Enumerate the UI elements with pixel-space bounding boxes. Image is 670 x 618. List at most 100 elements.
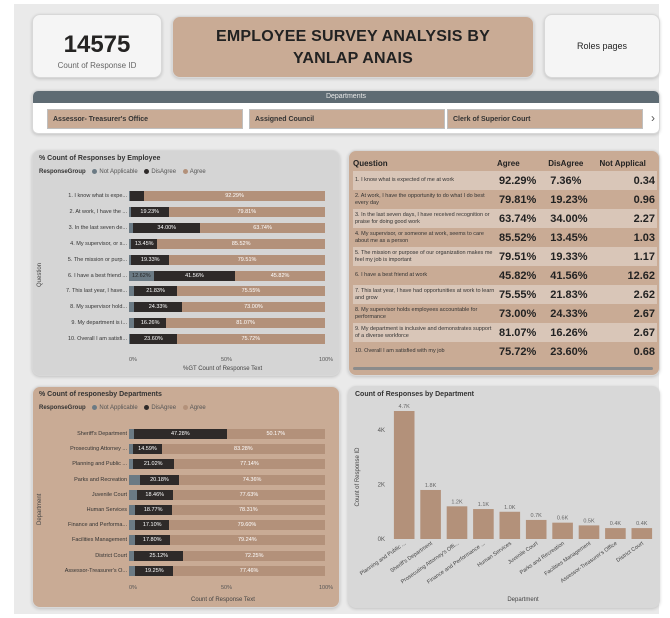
bar-segment-na[interactable] (129, 429, 134, 439)
bar-segment-dis[interactable]: 25.12% (134, 550, 184, 561)
bar-segment-na[interactable] (129, 535, 135, 546)
bar-segment-dis[interactable]: 19.25% (135, 565, 174, 576)
table-row[interactable]: 9. My department is inclusive and demons… (353, 323, 657, 342)
bar-segment-ag[interactable]: 72.25% (183, 550, 325, 561)
bar-segment-na[interactable] (129, 206, 131, 217)
bar-segment-ag[interactable]: 75.72% (176, 334, 325, 345)
bar-segment-ag[interactable]: 79.51% (169, 254, 325, 265)
legend-not-applicable[interactable]: Not Applicable (99, 169, 138, 176)
table-row[interactable]: 5. The mission or purpose of our organiz… (353, 247, 657, 266)
bar-segment-dis[interactable]: 17.80% (134, 535, 170, 546)
bar-segment-ag[interactable]: 77.46% (173, 565, 325, 576)
bar-segment-na[interactable] (129, 286, 135, 297)
horizontal-scrollbar[interactable] (353, 367, 653, 370)
table-row[interactable]: 2. At work, I have the opportunity to do… (353, 190, 657, 209)
bar-segment-dis[interactable]: 21.02% (132, 459, 174, 470)
roles-pages-button[interactable]: Roles pages (544, 14, 660, 78)
bar-segment-na[interactable] (129, 254, 132, 265)
bar-segment-ag[interactable]: 45.82% (235, 270, 325, 281)
bar-segment-dis[interactable]: 23.60% (130, 334, 177, 345)
table-row[interactable]: 1. I know what is expected of me at work… (353, 171, 657, 190)
column-bar[interactable] (605, 528, 626, 539)
column-bar[interactable] (525, 519, 547, 539)
bar-segment-na[interactable]: 12.62% (129, 270, 154, 281)
bar-segment-dis[interactable]: 18.46% (136, 489, 173, 500)
legend-agree[interactable]: Agree (189, 405, 206, 412)
legend-not-applicable[interactable]: Not Applicable (99, 405, 138, 412)
bar-segment-dis[interactable]: 17.10% (135, 520, 169, 531)
chevron-right-icon[interactable]: › (651, 111, 655, 125)
bar-segment-na[interactable] (129, 550, 135, 561)
col-header-not-applicable[interactable]: Not Applical (599, 158, 646, 168)
table-row[interactable]: 10. Overall I am satisfied with my job 75… (353, 342, 657, 361)
bar-segment-dis[interactable]: 41.56% (153, 270, 236, 281)
bar-segment-dis[interactable]: 21.83% (134, 286, 177, 297)
bar-segment-na[interactable] (129, 302, 135, 313)
bar-segment-ag[interactable]: 79.24% (169, 535, 325, 546)
bar-segment-dis[interactable]: 34.00% (133, 222, 201, 233)
bar-segment-na[interactable] (129, 334, 131, 345)
bar-segment-ag[interactable]: 79.60% (168, 520, 325, 531)
bar-segment-na[interactable] (129, 191, 130, 201)
col-header-agree[interactable]: Agree (497, 158, 520, 168)
bar-segment-dis[interactable]: 24.33% (134, 302, 182, 313)
bar-segment-ag[interactable]: 83.28% (161, 444, 325, 455)
bar-segment-na[interactable] (129, 489, 137, 500)
table-row[interactable]: 6. I have a best friend at work 45.82% 41.… (353, 266, 657, 285)
table-row[interactable]: 8. My supervisor holds employees account… (353, 304, 657, 323)
table-row[interactable]: 3. In the last seven days, I have receiv… (353, 209, 657, 228)
column-bar[interactable] (473, 509, 494, 539)
bar-segment-ag[interactable]: 75.55% (176, 286, 325, 297)
column-bar[interactable] (552, 522, 573, 539)
legend-disagree[interactable]: DisAgree (151, 169, 177, 176)
bar-row: 17.10% 79.60% (129, 520, 325, 531)
bar-segment-ag[interactable]: 81.07% (166, 318, 325, 329)
bar-segment-dis[interactable] (129, 191, 145, 201)
col-header-question[interactable]: Question (353, 158, 388, 168)
slicer-header: Departments (33, 91, 659, 103)
bar-segment-na[interactable] (129, 444, 134, 455)
bar-segment-na[interactable] (129, 505, 135, 515)
table-row[interactable]: 7. This last year, I have had opportunit… (353, 285, 657, 304)
bar-segment-dis[interactable]: 16.26% (134, 318, 167, 329)
legend-disagree[interactable]: DisAgree (151, 405, 177, 412)
column-bar[interactable] (446, 506, 468, 539)
bar-segment-na[interactable] (129, 565, 136, 576)
slicer-tile-assigned-council[interactable]: Assigned Council (249, 109, 445, 129)
bar-segment-dis[interactable]: 19.33% (131, 254, 170, 265)
table-row[interactable]: 4. My supervisor, or someone at work, se… (353, 228, 657, 247)
title-line-2: YANLAP ANAIS (292, 50, 414, 67)
bar-segment-dis[interactable]: 47.28% (133, 429, 227, 439)
bar-segment-na[interactable] (129, 520, 136, 531)
bar-segment-na[interactable] (129, 222, 134, 233)
bar-segment-ag[interactable]: 50.17% (226, 429, 325, 439)
bar-segment-dis[interactable]: 20.18% (139, 474, 180, 485)
bar-segment-na[interactable] (129, 318, 135, 329)
column-bar[interactable] (420, 489, 441, 539)
column-bar[interactable] (578, 525, 600, 539)
column-bar[interactable] (631, 528, 653, 539)
bar-segment-ag[interactable]: 78.31% (171, 505, 326, 515)
slicer-tile-assessor-treasurer[interactable]: Assessor- Treasurer's Office (47, 109, 243, 129)
bar-segment-ag[interactable]: 79.81% (168, 206, 325, 217)
bar-segment-ag[interactable]: 77.14% (173, 459, 325, 470)
legend-agree[interactable]: Agree (189, 169, 206, 176)
bar-segment-na[interactable] (129, 459, 133, 470)
bar-segment-dis[interactable]: 13.45% (131, 238, 158, 249)
bar-segment-dis[interactable]: 14.59% (133, 444, 162, 455)
bar-segment-dis[interactable]: 19.23% (130, 206, 169, 217)
bar-segment-ag[interactable]: 92.29% (144, 191, 325, 201)
bar-segment-ag[interactable]: 63.74% (200, 222, 325, 233)
bar-segment-na[interactable] (129, 474, 140, 485)
bar-segment-ag[interactable]: 77.63% (172, 489, 325, 500)
bar-segment-ag[interactable]: 73.00% (181, 302, 325, 313)
bar-segment-ag[interactable]: 85.52% (157, 238, 325, 249)
col-header-disagree[interactable]: DisAgree (548, 158, 584, 168)
column-bar[interactable] (499, 511, 521, 539)
bar-row: 19.23% 79.81% (129, 206, 325, 217)
bar-segment-dis[interactable]: 18.77% (134, 505, 172, 515)
bar-segment-ag[interactable]: 74.36% (179, 474, 325, 485)
slicer-tile-clerk-superior-court[interactable]: Clerk of Superior Court (447, 109, 643, 129)
bar-segment-na[interactable] (129, 238, 132, 249)
column-bar[interactable] (393, 411, 415, 539)
